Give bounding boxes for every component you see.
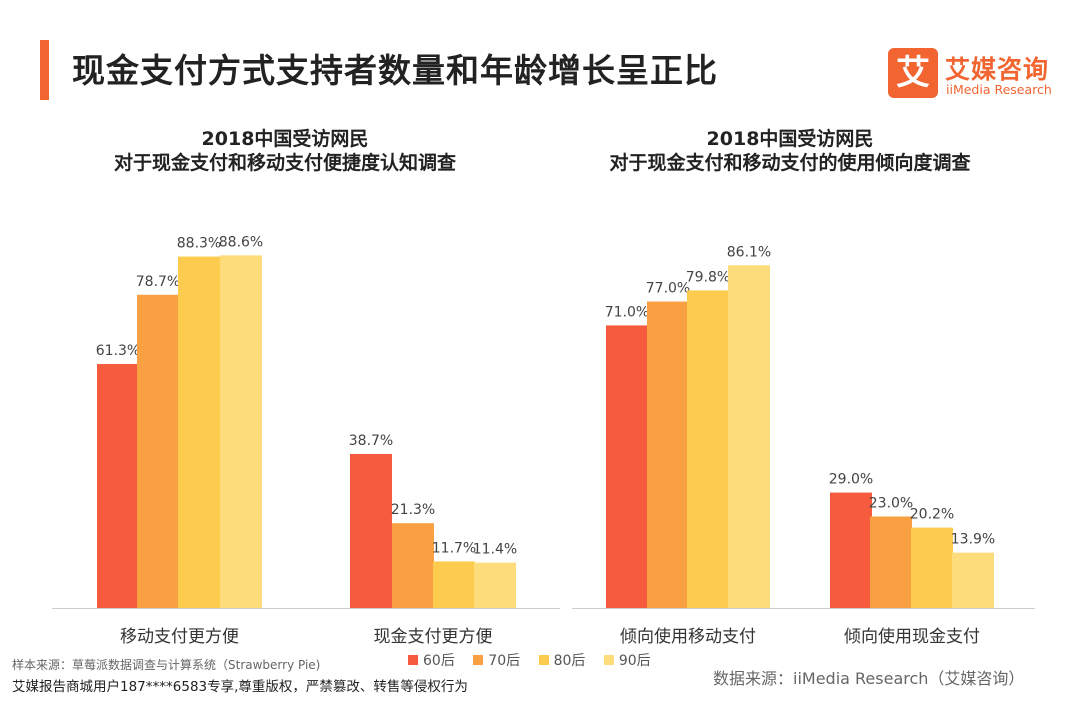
data-label: 71.0% [605,304,649,320]
legend-item-60s: 60后 [408,650,455,670]
data-label: 23.0% [869,495,913,511]
data-label: 21.3% [391,502,435,518]
bar [728,265,770,608]
data-label: 11.7% [432,540,476,556]
bar [870,516,912,608]
legend-label: 90后 [618,653,651,669]
legend-label: 80后 [553,653,586,669]
bar [647,301,689,608]
data-label: 79.8% [686,269,730,285]
legend-item-90s: 90后 [603,650,651,670]
legend-label: 60后 [423,653,455,669]
page-title: 现金支付方式支持者数量和年龄增长呈正比 [72,51,718,90]
chart-title-line: 2018中国受访网民 [202,127,369,150]
sample-source-note: 样本来源：草莓派数据调查与计算系统（Strawberry Pie) [12,658,321,672]
logo-icon: 艾 [888,48,938,98]
logo-name-en: iiMedia Research [946,82,1052,97]
bar [137,294,179,608]
category-label: 现金支付更方便 [374,627,493,647]
data-label: 78.7% [136,274,180,290]
category-label: 倾向使用现金支付 [844,626,980,647]
data-label: 11.4% [473,542,517,558]
legend-item-70s: 70后 [473,650,520,670]
bar [392,523,434,608]
title-accent-bar [40,40,49,100]
data-label: 88.3% [177,236,221,252]
data-label: 13.9% [951,532,995,548]
data-label: 86.1% [727,244,771,260]
bar [433,561,475,608]
legend-swatch [473,655,484,665]
brand-logo: 艾 艾媒咨询 iiMedia Research [888,48,1068,100]
legend-swatch [603,655,614,665]
category-label: 倾向使用移动支付 [620,626,756,647]
bar [830,492,872,608]
bar [911,527,953,608]
data-label: 20.2% [910,507,954,523]
copyright-notice: 艾媒报告商城用户187****6583专享,尊重版权，严禁篡改、转售等侵权行为 [12,679,468,695]
legend-swatch [538,655,549,665]
bar [97,364,139,608]
data-label: 61.3% [96,343,140,359]
legend-item-80s: 80后 [538,650,586,670]
legend-swatch [408,655,418,665]
bar [952,552,994,608]
data-label: 77.0% [646,281,690,297]
bar [220,255,262,608]
category-label: 移动支付更方便 [120,627,239,647]
bar [687,290,729,608]
bar [474,562,516,608]
data-label: 29.0% [829,472,873,488]
data-source-note: 数据来源：iiMedia Research（艾媒咨询） [713,669,1025,688]
chart-title-line: 对于现金支付和移动支付便捷度认知调查 [114,151,457,174]
data-label: 88.6% [219,234,263,250]
chart-title-line: 对于现金支付和移动支付的使用倾向度调查 [609,151,971,174]
logo-name-cn: 艾媒咨询 [945,55,1050,84]
bar [178,256,220,608]
bar [350,453,392,608]
data-label: 38.7% [349,433,393,449]
bar [606,325,648,608]
chart-title-line: 2018中国受访网民 [707,127,874,150]
chart-legend: 60后 70后 80后 90后 [408,650,665,670]
legend-label: 70后 [488,653,521,669]
